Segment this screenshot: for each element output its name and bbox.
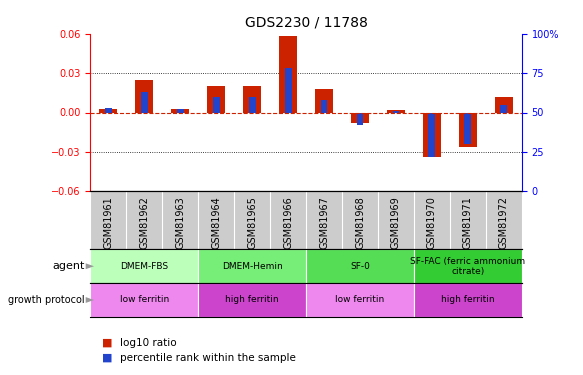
Bar [414, 283, 522, 317]
Text: GSM81968: GSM81968 [355, 196, 365, 249]
Bar [198, 283, 306, 317]
Text: ■: ■ [102, 338, 113, 348]
Bar [285, 68, 292, 112]
Bar [171, 109, 189, 112]
Bar [90, 249, 198, 283]
Bar [321, 100, 328, 112]
Text: GSM81964: GSM81964 [211, 196, 221, 249]
Bar [387, 110, 405, 112]
Bar [465, 112, 471, 144]
Bar [392, 111, 399, 112]
Text: GSM81967: GSM81967 [319, 196, 329, 249]
Bar [99, 109, 117, 112]
Bar [90, 283, 198, 317]
Text: low ferritin: low ferritin [335, 296, 385, 304]
Text: GSM81972: GSM81972 [499, 196, 509, 249]
Bar [351, 112, 369, 123]
Text: high ferritin: high ferritin [226, 296, 279, 304]
Text: GSM81966: GSM81966 [283, 196, 293, 249]
Text: high ferritin: high ferritin [441, 296, 494, 304]
Text: low ferritin: low ferritin [120, 296, 169, 304]
Text: SF-0: SF-0 [350, 262, 370, 271]
Text: GSM81970: GSM81970 [427, 196, 437, 249]
Bar [315, 89, 333, 112]
Text: DMEM-FBS: DMEM-FBS [120, 262, 168, 271]
Text: GSM81961: GSM81961 [103, 196, 113, 249]
Text: GSM81965: GSM81965 [247, 196, 257, 249]
Bar [306, 249, 414, 283]
Bar [429, 112, 436, 157]
Title: GDS2230 / 11788: GDS2230 / 11788 [245, 16, 367, 30]
Text: ■: ■ [102, 353, 113, 363]
Bar [414, 249, 522, 283]
Text: SF-FAC (ferric ammonium
citrate): SF-FAC (ferric ammonium citrate) [410, 256, 525, 276]
Bar [459, 112, 477, 147]
Text: percentile rank within the sample: percentile rank within the sample [120, 353, 296, 363]
Text: log10 ratio: log10 ratio [120, 338, 176, 348]
Bar [500, 105, 507, 112]
Bar [135, 80, 153, 112]
Bar [423, 112, 441, 157]
Text: growth protocol: growth protocol [8, 295, 85, 305]
Bar [249, 97, 255, 112]
Bar [279, 36, 297, 112]
Bar [357, 112, 363, 125]
Bar [495, 97, 513, 112]
Text: agent: agent [52, 261, 85, 271]
Bar [213, 97, 220, 112]
Bar [105, 108, 112, 112]
Text: GSM81969: GSM81969 [391, 196, 401, 249]
Bar [177, 110, 184, 112]
Bar [243, 86, 261, 112]
Bar [198, 249, 306, 283]
Bar [207, 86, 225, 112]
Text: DMEM-Hemin: DMEM-Hemin [222, 262, 283, 271]
Text: GSM81963: GSM81963 [175, 196, 185, 249]
Text: GSM81971: GSM81971 [463, 196, 473, 249]
Bar [141, 92, 147, 112]
Bar [306, 283, 414, 317]
Text: GSM81962: GSM81962 [139, 196, 149, 249]
